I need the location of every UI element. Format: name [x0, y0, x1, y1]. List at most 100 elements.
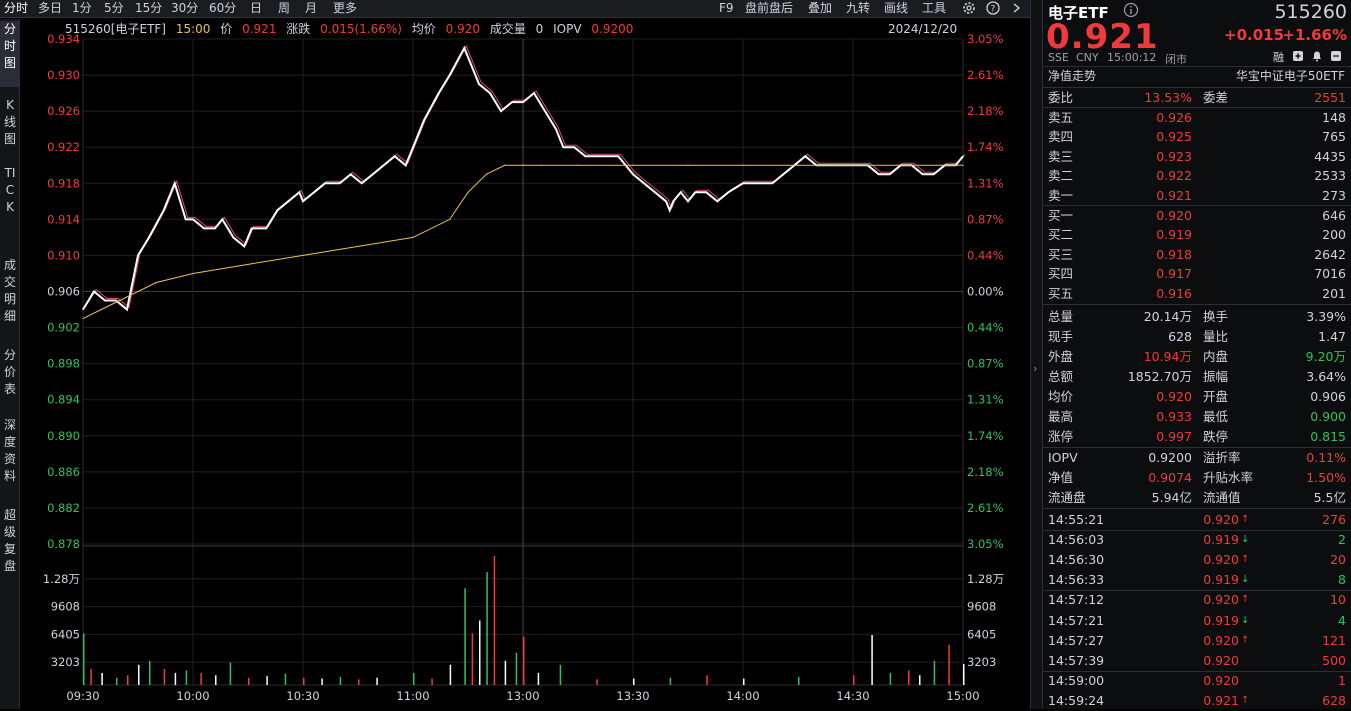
stat-row-col1: 最高: [1048, 409, 1074, 424]
etf-stat-row[interactable]: IOPV 0.9200 溢折率 0.11%: [1043, 448, 1351, 467]
info-volume-label: 成交量: [489, 22, 526, 36]
stat-row-col4: 9.20万: [1305, 349, 1346, 364]
bid-level-2[interactable]: 买二 0.919 200: [1043, 225, 1351, 244]
ask-level-2[interactable]: 卖二 0.922 2533: [1043, 166, 1351, 185]
price-point: [361, 182, 363, 184]
more-icon[interactable]: [1330, 50, 1342, 65]
tick-row[interactable]: 14:57:27 0.920 ↑ 121: [1043, 631, 1351, 651]
ask-level-4-col1: 卖四: [1048, 129, 1074, 145]
bid-level-1[interactable]: 买一 0.920 646: [1043, 206, 1351, 225]
stat-row-col3: 内盘: [1203, 349, 1229, 364]
help-icon[interactable]: ?: [985, 0, 1001, 16]
period-tab-month[interactable]: 月: [305, 1, 318, 15]
nav-trade-detail[interactable]: 成交明细: [3, 258, 16, 323]
period-tab-15min[interactable]: 15分: [135, 1, 163, 15]
stat-row-col4: 0.906: [1310, 389, 1346, 404]
tools-button[interactable]: 工具: [922, 1, 947, 15]
panel-collapse-strip[interactable]: ›: [1030, 0, 1042, 709]
stat-row[interactable]: 现手 628 量比 1.47: [1043, 327, 1351, 346]
period-tab-intraday[interactable]: 分时: [4, 1, 29, 15]
tick-row[interactable]: 14:56:30 0.920 ↑ 20: [1043, 550, 1351, 570]
tick-row[interactable]: 14:57:12 0.920 ↑ 10: [1043, 590, 1351, 610]
period-tab-60min[interactable]: 60分: [209, 1, 237, 15]
period-tab-day[interactable]: 日: [250, 1, 263, 15]
ask-level-5-col4: 148: [1322, 110, 1346, 125]
ask-level-3[interactable]: 卖三 0.923 4435: [1043, 147, 1351, 166]
ask-level-1[interactable]: 卖一 0.921 273: [1043, 186, 1351, 205]
price-point: [232, 236, 234, 238]
intraday-chart[interactable]: 0.934 3.05% 0.930 2.61% 0.926 2.18% 0.922 1.74%…: [21, 19, 1028, 709]
avg-point: [155, 281, 157, 284]
bid-level-3[interactable]: 买三 0.918 2642: [1043, 245, 1351, 264]
tick-price: 0.919: [1203, 532, 1239, 548]
nav-intraday-chart[interactable]: 分时图: [0, 21, 20, 87]
tick-row[interactable]: 14:56:33 0.919 ↓ 8: [1043, 570, 1351, 590]
period-tab-1min[interactable]: 1分: [72, 1, 92, 15]
time-axis-tick: 13:00: [506, 689, 539, 703]
bell-icon[interactable]: [1311, 50, 1323, 65]
volume-bar: [479, 620, 481, 685]
tick-row[interactable]: 14:59:24 0.921 ↑ 628: [1043, 691, 1351, 711]
chart-info-bar: 515260[电子ETF] 15:00 价 0.921 涨跌 0.015(1.6…: [65, 21, 1005, 37]
stat-row[interactable]: 外盘 10.94万 内盘 9.20万: [1043, 347, 1351, 366]
tick-row[interactable]: 14:57:39 0.920 500: [1043, 651, 1351, 671]
add-icon[interactable]: [1292, 50, 1304, 65]
tick-time: 14:56:03: [1048, 532, 1105, 548]
tick-price: 0.920: [1203, 632, 1239, 648]
volume-axis-tick: 3203: [967, 655, 996, 669]
chart-canvas[interactable]: 0.934 3.05% 0.930 2.61% 0.926 2.18% 0.922 1.74%…: [21, 19, 1028, 709]
period-tab-multiday[interactable]: 多日: [38, 1, 63, 15]
volume-bar: [116, 677, 118, 685]
bid-level-5[interactable]: 买五 0.916 201: [1043, 284, 1351, 303]
price-point: [82, 308, 84, 311]
tick-volume: 276: [1322, 512, 1346, 527]
tick-volume: 10: [1330, 592, 1346, 608]
price-point: [302, 200, 304, 202]
stat-row[interactable]: 均价 0.920 开盘 0.906: [1043, 387, 1351, 406]
draw-line-button[interactable]: 画线: [884, 1, 909, 15]
f9-button[interactable]: F9: [719, 1, 734, 15]
etf-stat-row[interactable]: 净值 0.9074 升贴水率 1.50%: [1043, 468, 1351, 487]
stat-row[interactable]: 总额 1852.70万 振幅 3.64%: [1043, 367, 1351, 386]
settings-gear-icon[interactable]: [961, 0, 977, 16]
nine-turn-button[interactable]: 九转: [846, 1, 871, 15]
nav-kline-chart[interactable]: K线图: [3, 98, 16, 146]
etf-stat-row[interactable]: 流通盘 5.94亿 流通值 5.5亿: [1043, 488, 1351, 507]
tick-row[interactable]: 14:59:00 0.920 1: [1043, 671, 1351, 691]
tick-row[interactable]: 14:56:03 0.919 ↓ 2: [1043, 530, 1351, 550]
info-circle-icon[interactable]: [1123, 2, 1139, 21]
bid-level-4-col2: 0.917: [1156, 266, 1192, 282]
volume-axis-tick: 6405: [51, 627, 80, 641]
ask-level-5-col1: 卖五: [1048, 110, 1074, 125]
ask-level-3-col1: 卖三: [1048, 148, 1074, 164]
ask-level-4[interactable]: 卖四 0.925 765: [1043, 127, 1351, 146]
bid-level-4[interactable]: 买四 0.917 7016: [1043, 264, 1351, 283]
stat-row[interactable]: 总量 20.14万 换手 3.39%: [1043, 307, 1351, 326]
collapse-right-icon[interactable]: [1010, 0, 1024, 16]
nav-depth-data[interactable]: 深度资料: [3, 418, 16, 483]
period-tab-more[interactable]: 更多: [333, 1, 358, 15]
nav-trend-link[interactable]: 净值走势: [1048, 69, 1097, 83]
period-tab-5min[interactable]: 5分: [104, 1, 124, 15]
period-tab-30min[interactable]: 30分: [171, 1, 199, 15]
etf-stat-row-col4: 0.11%: [1306, 450, 1346, 465]
price-point: [313, 191, 315, 193]
stat-row[interactable]: 最高 0.933 最低 0.900: [1043, 407, 1351, 426]
tick-row[interactable]: 14:57:21 0.919 ↓ 4: [1043, 611, 1351, 631]
avg-point: [797, 164, 799, 166]
volume-bar: [908, 670, 910, 685]
nav-tick[interactable]: TICK: [4, 166, 16, 214]
volume-bar: [523, 636, 525, 685]
price-point: [522, 101, 524, 103]
tick-price: 0.920: [1203, 592, 1239, 608]
tick-row[interactable]: 14:55:21 0.920 ↑ 276: [1043, 510, 1351, 530]
etf-stat-row-col1: 流通盘: [1048, 490, 1086, 505]
stat-row[interactable]: 涨停 0.997 跌停 0.815: [1043, 427, 1351, 446]
nav-price-table[interactable]: 分价表: [3, 348, 16, 396]
overlay-button[interactable]: 叠加: [808, 1, 833, 15]
premarket-button[interactable]: 盘前盘后: [745, 1, 794, 15]
collapse-arrow-icon[interactable]: ›: [1033, 362, 1038, 375]
period-tab-week[interactable]: 周: [278, 1, 291, 15]
nav-super-replay[interactable]: 超级复盘: [3, 508, 16, 573]
ask-level-5[interactable]: 卖五 0.926 148: [1043, 108, 1351, 127]
